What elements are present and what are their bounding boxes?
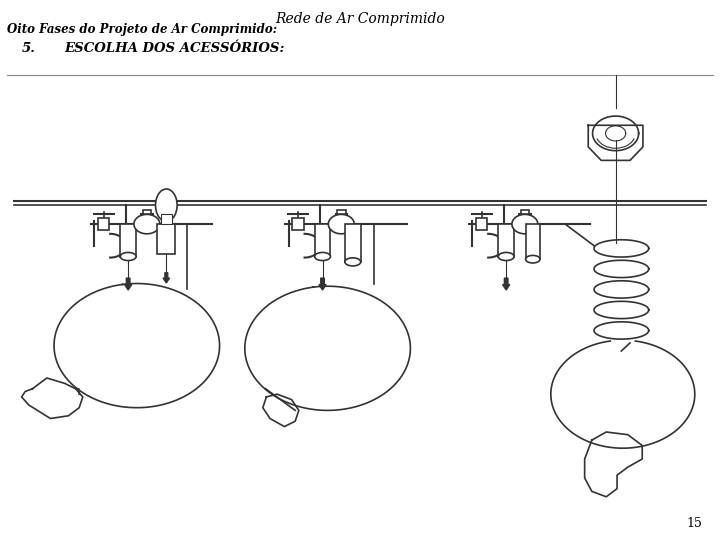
Ellipse shape xyxy=(120,253,136,261)
Circle shape xyxy=(328,214,354,234)
Bar xyxy=(98,218,109,230)
Ellipse shape xyxy=(156,189,177,221)
Text: Oito Fases do Projeto de Ar Comprimido:: Oito Fases do Projeto de Ar Comprimido: xyxy=(7,23,277,36)
Ellipse shape xyxy=(498,253,514,261)
Bar xyxy=(161,214,172,224)
Bar xyxy=(157,224,176,254)
Text: 5.: 5. xyxy=(22,42,35,55)
Circle shape xyxy=(512,214,538,234)
Text: Rede de Ar Comprimido: Rede de Ar Comprimido xyxy=(275,12,445,26)
FancyArrow shape xyxy=(125,278,132,290)
Bar xyxy=(120,224,136,256)
Circle shape xyxy=(134,214,160,234)
Text: 15: 15 xyxy=(686,517,702,530)
Ellipse shape xyxy=(345,258,361,266)
Bar xyxy=(143,210,151,214)
FancyArrow shape xyxy=(163,273,170,283)
Ellipse shape xyxy=(526,255,540,263)
Text: ESCOLHA DOS ACESSÓRIOS:: ESCOLHA DOS ACESSÓRIOS: xyxy=(65,42,285,55)
Bar xyxy=(498,224,514,256)
FancyArrow shape xyxy=(319,278,326,290)
Bar xyxy=(292,218,304,230)
Bar xyxy=(526,224,540,259)
Bar xyxy=(345,224,361,262)
FancyArrow shape xyxy=(503,278,510,290)
Ellipse shape xyxy=(315,253,330,261)
Bar xyxy=(476,218,487,230)
Bar xyxy=(521,210,529,214)
Bar xyxy=(315,224,330,256)
Bar xyxy=(337,210,346,214)
